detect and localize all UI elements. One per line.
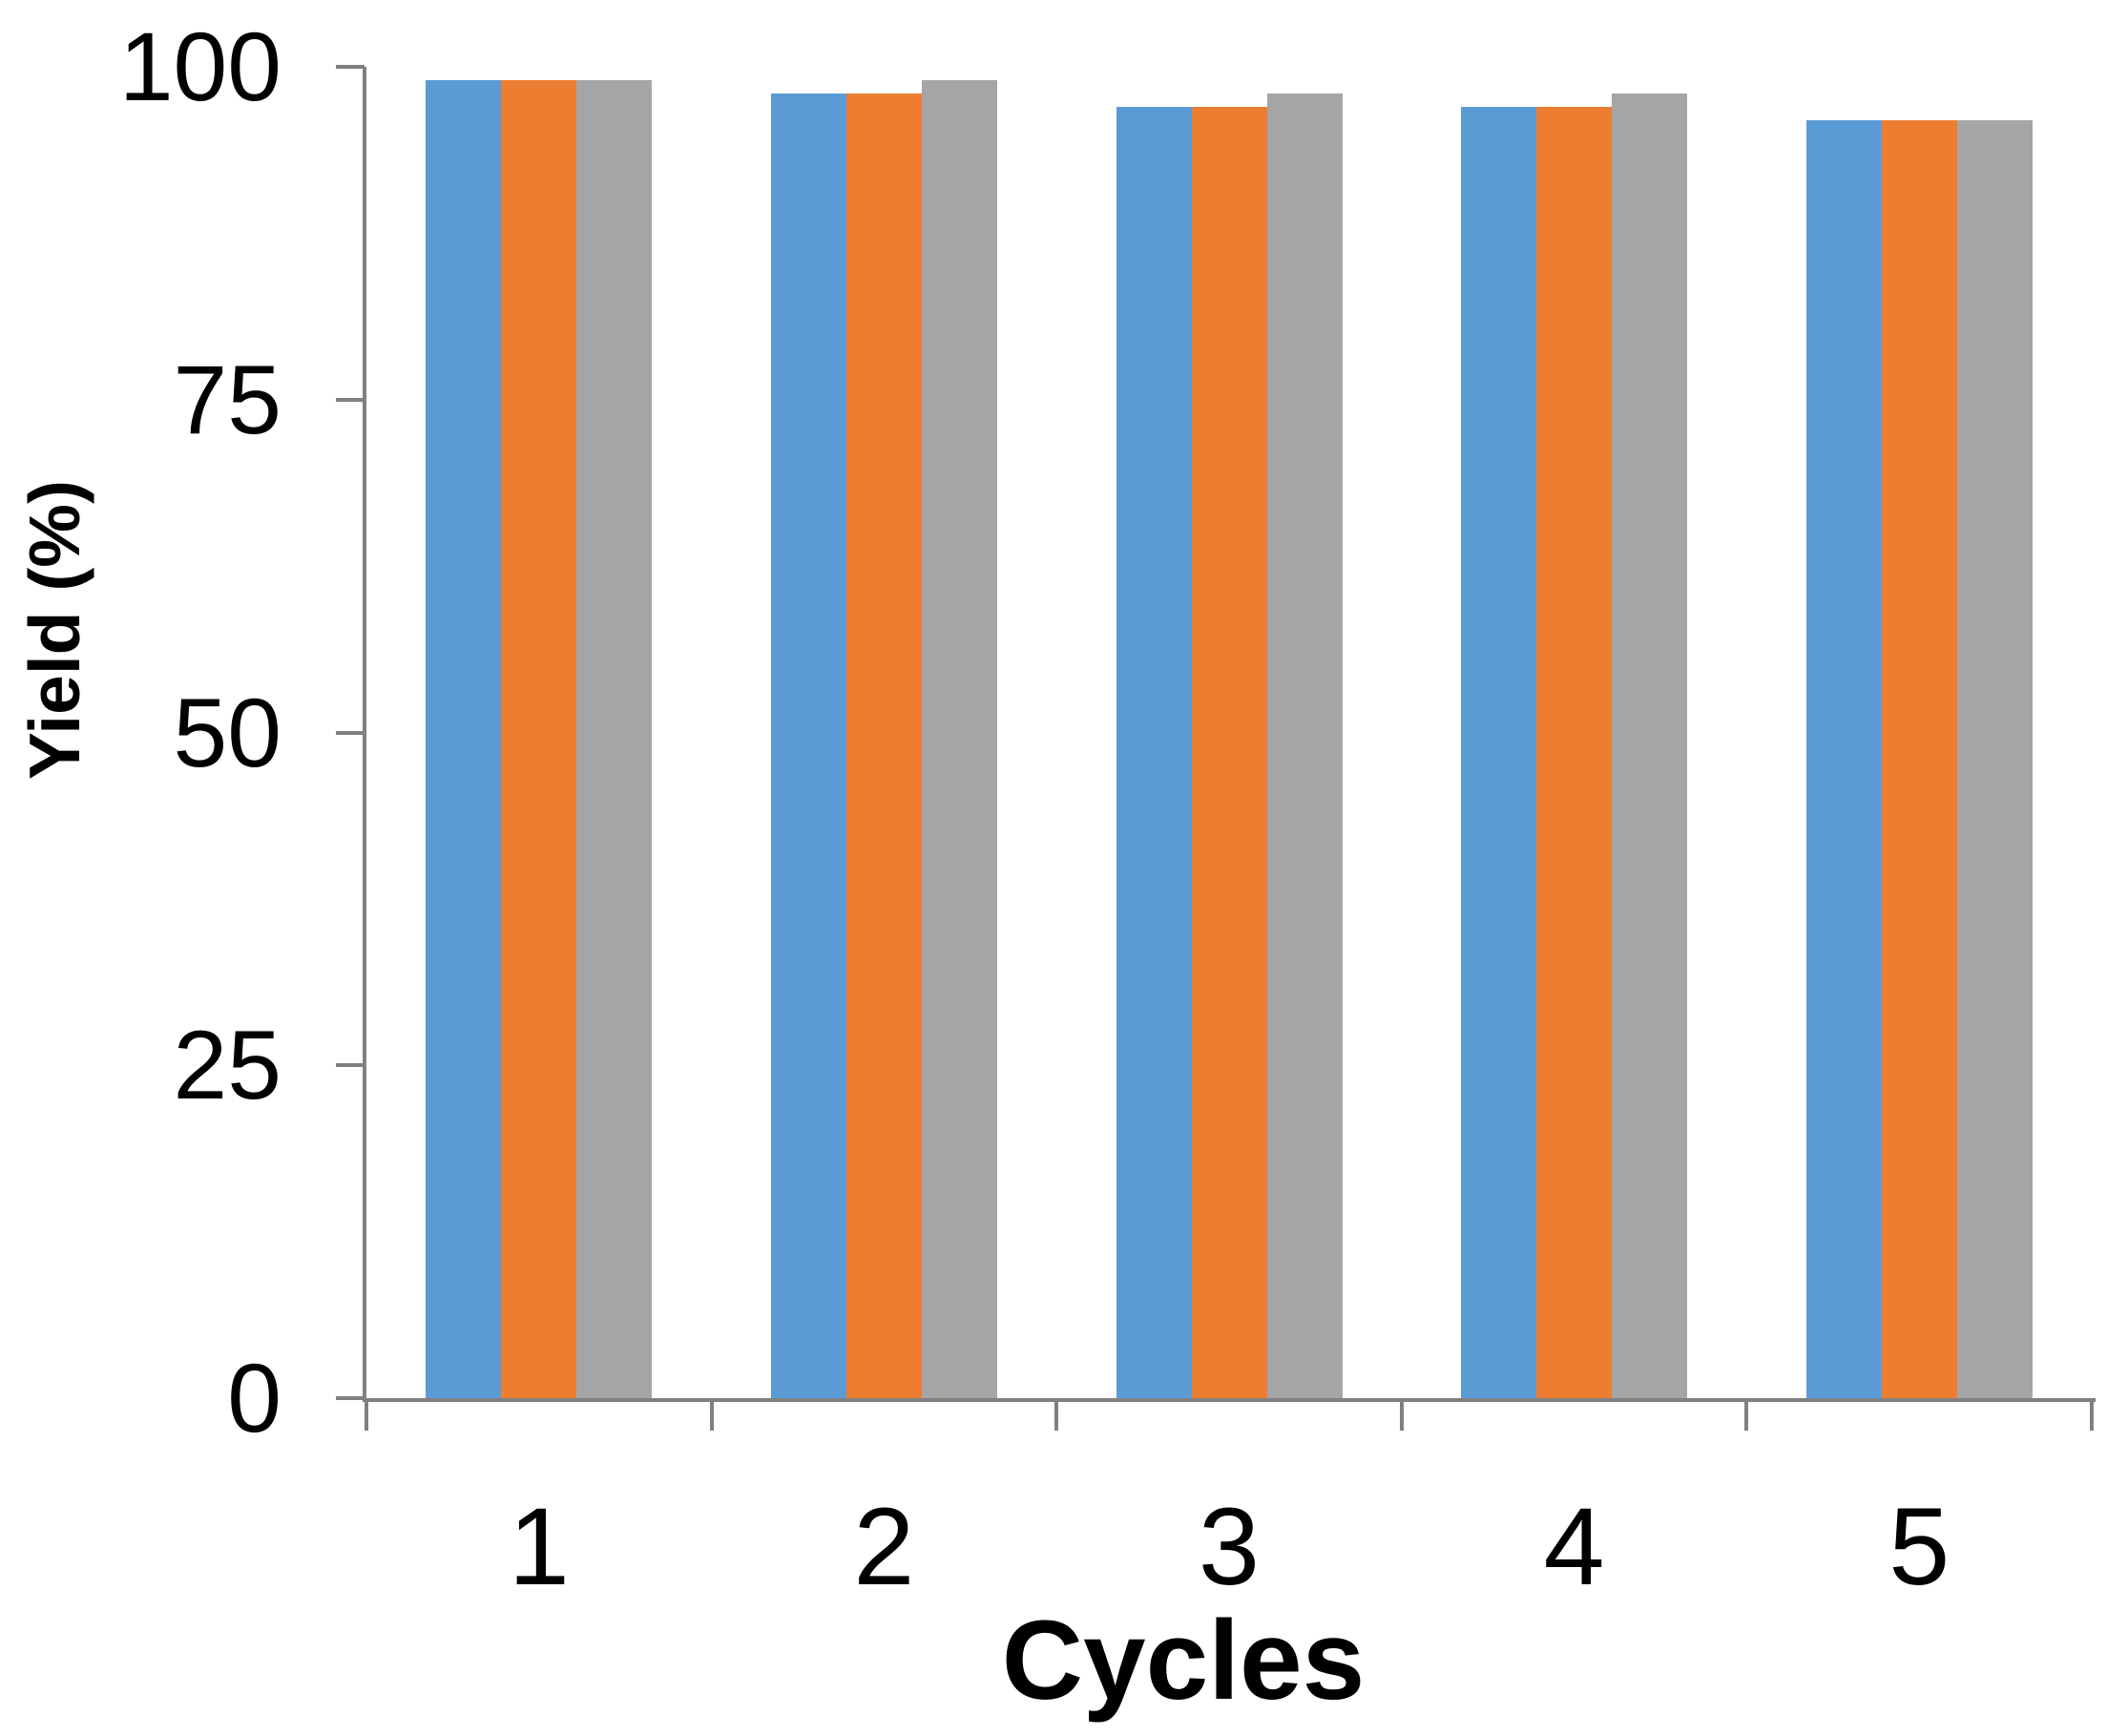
bar-cycle5-blue xyxy=(1805,119,1882,1398)
y-tick-75 xyxy=(336,397,365,402)
x-axis-tick xyxy=(1054,1398,1059,1431)
x-tick-label-1: 1 xyxy=(508,1486,570,1608)
x-axis-tick xyxy=(709,1398,714,1431)
bar-cycle1-gray xyxy=(576,79,653,1398)
bar-cycle3-blue xyxy=(1116,106,1192,1398)
bar-cycle5-orange xyxy=(1881,119,1957,1398)
bar-cycle2-orange xyxy=(845,93,922,1398)
bar-cycle4-gray xyxy=(1612,93,1688,1398)
bar-cycle2-blue xyxy=(770,93,846,1398)
x-tick-label-3: 3 xyxy=(1199,1486,1260,1608)
y-tick-0 xyxy=(336,1396,365,1400)
x-axis-tick xyxy=(2090,1398,2094,1431)
x-axis-tick xyxy=(365,1398,368,1431)
y-tick-50 xyxy=(336,730,365,735)
bar-cycle2-gray xyxy=(921,79,997,1398)
x-axis-tick xyxy=(1744,1398,1749,1431)
y-tick-label-50: 50 xyxy=(173,678,282,787)
x-tick-label-5: 5 xyxy=(1888,1486,1951,1608)
bar-cycle5-gray xyxy=(1956,119,2033,1398)
x-tick-label-2: 2 xyxy=(853,1486,915,1608)
y-tick-label-75: 75 xyxy=(173,345,282,454)
x-tick-label-4: 4 xyxy=(1543,1486,1605,1608)
bar-cycle4-blue xyxy=(1461,106,1537,1398)
y-tick-100 xyxy=(336,65,365,69)
x-axis-line xyxy=(363,1398,2096,1402)
bar-cycle1-blue xyxy=(426,79,502,1398)
y-tick-label-100: 100 xyxy=(118,12,282,121)
bar-cycle3-gray xyxy=(1266,93,1343,1398)
x-axis-title: Cycles xyxy=(1001,1598,1366,1724)
y-tick-25 xyxy=(336,1063,365,1068)
y-tick-label-25: 25 xyxy=(173,1011,282,1120)
bar-cycle1-orange xyxy=(501,79,577,1398)
bar-cycle3-orange xyxy=(1191,106,1267,1398)
y-axis-line xyxy=(363,67,366,1402)
x-axis-tick xyxy=(1399,1398,1404,1431)
y-tick-label-0: 0 xyxy=(227,1344,282,1453)
bar-cycle4-orange xyxy=(1536,106,1613,1398)
